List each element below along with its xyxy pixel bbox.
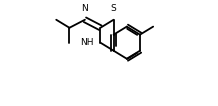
Text: NH: NH [81,38,94,47]
Text: N: N [82,4,88,13]
Text: S: S [111,4,116,13]
